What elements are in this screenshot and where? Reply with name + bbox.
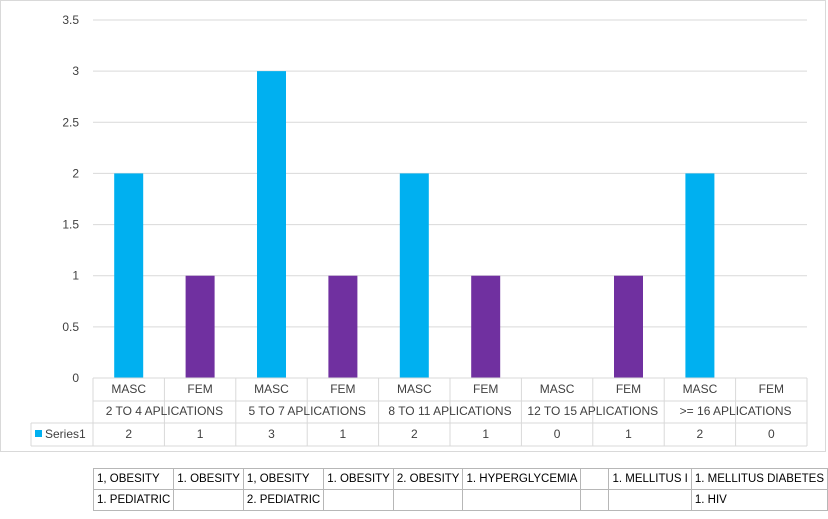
y-tick-label: 1.5	[62, 218, 79, 232]
data-value: 1	[340, 427, 347, 441]
notes-cell	[580, 468, 610, 490]
notes-row: 1, OBESITY 1. OBESITY 1, OBESITY 1. OBESITY…	[92, 468, 828, 490]
notes-table: 1, OBESITY 1. OBESITY 1, OBESITY 1. OBESITY…	[92, 468, 828, 511]
y-tick-label: 3	[72, 64, 79, 78]
bar	[685, 173, 715, 378]
bar	[257, 71, 286, 379]
notes-cell: 2. OBESITY	[392, 468, 464, 490]
y-tick-label: 3.5	[62, 13, 79, 27]
y-tick-label: 0.5	[62, 320, 79, 334]
data-value: 1	[197, 427, 204, 441]
bar	[399, 173, 429, 378]
notes-cell: 1. MELLITUS I	[608, 468, 692, 490]
y-tick-label: 2	[72, 166, 79, 180]
notes-cell: 1. PEDIATRIC	[92, 489, 175, 511]
data-value: 1	[625, 427, 632, 441]
bar-chart: 0 0.5 1 1.5 2 2.5 3 3.5 MASC FEM MASC FEM MASC FEM MAS…	[30, 13, 808, 447]
notes-cell: 1. HYPERGLYCEMIA	[462, 468, 582, 490]
notes-cell	[173, 489, 244, 511]
category-label: FEM	[759, 382, 784, 396]
legend-swatch	[35, 430, 42, 437]
category-label: MASC	[540, 382, 575, 396]
notes-cell	[608, 489, 692, 511]
chart-area: 0 0.5 1 1.5 2 2.5 3 3.5 MASC FEM MASC FEM MASC FEM MAS…	[0, 0, 826, 452]
bar	[614, 275, 643, 378]
notes-cell: 1. OBESITY	[173, 468, 244, 490]
data-value: 2	[697, 427, 704, 441]
category-label: FEM	[330, 382, 355, 396]
notes-cell: 2. PEDIATRIC	[242, 489, 325, 511]
notes-cell: 1, OBESITY	[242, 468, 325, 490]
notes-cell: 1, OBESITY	[92, 468, 175, 490]
group-label: 5 TO 7 APLICATIONS	[249, 404, 366, 418]
notes-cell	[392, 489, 464, 511]
data-value: 2	[411, 427, 418, 441]
notes-cell: 1. OBESITY	[323, 468, 394, 490]
y-tick-label: 2.5	[62, 115, 79, 129]
category-label: MASC	[683, 382, 718, 396]
notes-row: 1. PEDIATRIC 2. PEDIATRIC 1. HIV	[92, 489, 828, 511]
category-label: FEM	[187, 382, 212, 396]
category-label: FEM	[616, 382, 641, 396]
data-value: 0	[554, 427, 561, 441]
y-tick-label: 0	[72, 371, 79, 385]
data-value: 2	[125, 427, 132, 441]
category-label: MASC	[254, 382, 289, 396]
data-value: 1	[482, 427, 489, 441]
bar	[185, 275, 215, 378]
group-label: 2 TO 4 APLICATIONS	[106, 404, 223, 418]
bar	[471, 275, 501, 378]
y-tick-label: 1	[72, 269, 79, 283]
notes-cell: 1. HIV	[690, 489, 828, 511]
notes-cell: 1. MELLITUS DIABETES	[690, 468, 828, 490]
legend-label: Series1	[45, 427, 86, 441]
bar	[114, 173, 144, 378]
group-label: 12 TO 15 APLICATIONS	[527, 404, 658, 418]
bar	[328, 275, 358, 378]
notes-cell	[462, 489, 582, 511]
notes-cell	[323, 489, 394, 511]
data-value: 3	[268, 427, 275, 441]
category-label: FEM	[473, 382, 498, 396]
notes-cell	[580, 489, 610, 511]
category-label: MASC	[397, 382, 432, 396]
group-label: 8 TO 11 APLICATIONS	[388, 404, 511, 418]
category-label: MASC	[111, 382, 146, 396]
data-value: 0	[768, 427, 775, 441]
group-label: >= 16 APLICATIONS	[680, 404, 792, 418]
